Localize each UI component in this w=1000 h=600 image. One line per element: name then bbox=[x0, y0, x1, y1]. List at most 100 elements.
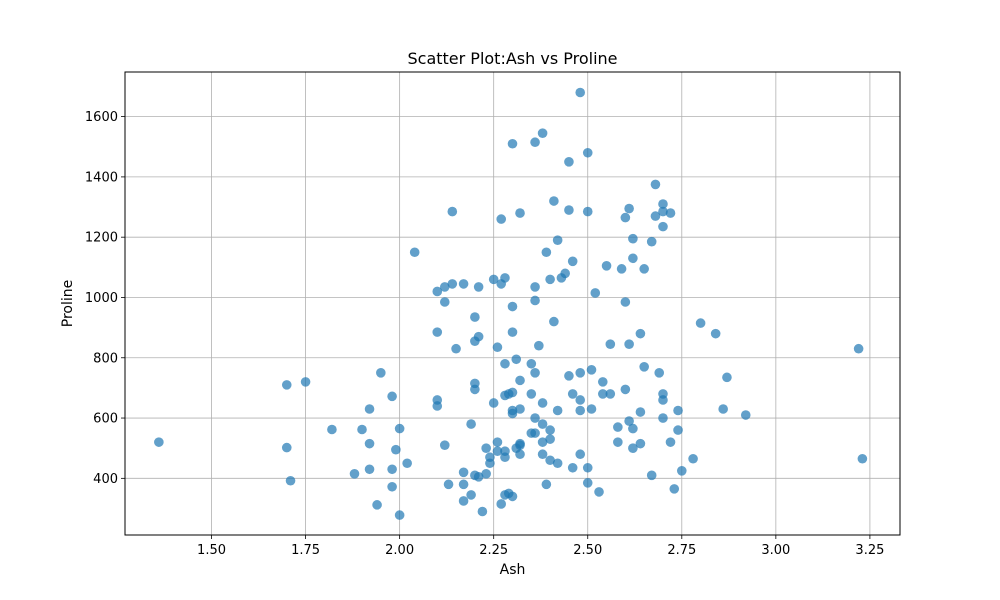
data-point bbox=[492, 342, 503, 353]
data-point bbox=[507, 491, 518, 502]
y-axis-ticks: 400 600 800 1000 1200 1400 1600 bbox=[85, 110, 125, 487]
data-point bbox=[432, 286, 443, 297]
data-point bbox=[394, 510, 405, 520]
data-point bbox=[590, 288, 601, 298]
data-point bbox=[857, 453, 868, 464]
data-point bbox=[515, 449, 525, 460]
data-point bbox=[658, 395, 668, 405]
data-point bbox=[594, 487, 604, 497]
data-point bbox=[575, 395, 586, 405]
data-point bbox=[646, 470, 657, 481]
data-point bbox=[443, 479, 454, 490]
data-point bbox=[357, 424, 367, 435]
data-point bbox=[620, 212, 631, 223]
data-point bbox=[650, 211, 661, 221]
data-point bbox=[466, 419, 476, 429]
data-point bbox=[582, 147, 593, 158]
data-point bbox=[530, 137, 540, 148]
data-point bbox=[624, 416, 634, 426]
data-point bbox=[564, 157, 574, 167]
chart-title: Scatter Plot:Ash vs Proline bbox=[407, 49, 617, 68]
data-point bbox=[613, 422, 623, 432]
data-point bbox=[575, 449, 586, 460]
data-point bbox=[349, 469, 360, 479]
data-point bbox=[473, 282, 484, 292]
data-point bbox=[718, 404, 728, 414]
data-point bbox=[515, 440, 525, 450]
plot-frame bbox=[124, 71, 901, 536]
data-point bbox=[628, 233, 638, 244]
data-point bbox=[545, 434, 555, 444]
data-point bbox=[654, 368, 665, 378]
data-point bbox=[673, 405, 683, 416]
data-point bbox=[545, 425, 555, 435]
data-point bbox=[537, 398, 548, 408]
data-point bbox=[616, 264, 627, 274]
data-point bbox=[515, 208, 525, 218]
data-point bbox=[327, 424, 337, 435]
data-point bbox=[669, 484, 680, 494]
data-point bbox=[552, 405, 563, 416]
data-point bbox=[372, 500, 382, 510]
data-point bbox=[620, 297, 631, 307]
data-point bbox=[530, 413, 540, 423]
data-point bbox=[458, 467, 469, 478]
data-point bbox=[530, 428, 540, 438]
data-point bbox=[601, 261, 612, 271]
data-point bbox=[470, 384, 480, 395]
data-point bbox=[447, 279, 458, 289]
x-axis-ticks: 1.50 1.75 2.00 2.25 2.50 2.75 3.00 3.25 bbox=[197, 535, 884, 558]
data-point bbox=[458, 496, 469, 506]
data-point bbox=[586, 404, 597, 414]
data-point bbox=[439, 282, 450, 292]
data-point bbox=[458, 479, 469, 490]
data-point bbox=[552, 235, 563, 245]
data-point bbox=[597, 389, 608, 399]
data-point bbox=[387, 391, 397, 402]
data-point bbox=[582, 206, 593, 217]
x-tick-label: 2.75 bbox=[667, 543, 696, 558]
x-tick-label: 3.25 bbox=[855, 543, 884, 558]
data-point bbox=[628, 253, 638, 264]
data-point bbox=[582, 478, 593, 488]
data-point bbox=[695, 318, 706, 328]
data-point bbox=[658, 413, 668, 423]
data-point bbox=[481, 443, 491, 453]
data-point bbox=[364, 404, 375, 414]
data-point bbox=[853, 343, 864, 354]
data-point bbox=[658, 206, 668, 217]
data-point bbox=[575, 368, 586, 378]
data-point bbox=[281, 442, 292, 453]
data-point bbox=[658, 199, 668, 209]
data-point bbox=[473, 472, 484, 482]
data-point bbox=[575, 87, 586, 98]
data-point bbox=[387, 481, 397, 492]
data-point bbox=[676, 465, 687, 476]
data-point bbox=[646, 236, 657, 247]
data-point bbox=[432, 401, 443, 411]
data-point bbox=[492, 446, 503, 457]
y-tick-label: 400 bbox=[93, 472, 118, 487]
data-point bbox=[477, 506, 488, 517]
data-point bbox=[439, 297, 450, 307]
data-point bbox=[507, 301, 518, 312]
data-point bbox=[624, 339, 634, 349]
x-tick-label: 2.25 bbox=[479, 543, 508, 558]
data-point bbox=[492, 437, 503, 447]
data-point bbox=[473, 331, 484, 342]
data-point bbox=[628, 443, 638, 453]
data-point bbox=[485, 458, 495, 469]
data-point bbox=[605, 389, 616, 399]
y-tick-label: 800 bbox=[93, 351, 118, 366]
data-point bbox=[488, 398, 499, 408]
y-tick-label: 1400 bbox=[85, 170, 118, 185]
x-tick-label: 1.50 bbox=[197, 543, 226, 558]
data-point bbox=[285, 475, 296, 486]
data-point bbox=[507, 387, 518, 398]
y-tick-label: 1600 bbox=[85, 110, 118, 125]
data-point bbox=[567, 462, 578, 473]
data-point bbox=[665, 437, 676, 447]
data-point bbox=[281, 380, 292, 390]
data-point bbox=[541, 247, 552, 258]
data-point bbox=[564, 371, 574, 381]
